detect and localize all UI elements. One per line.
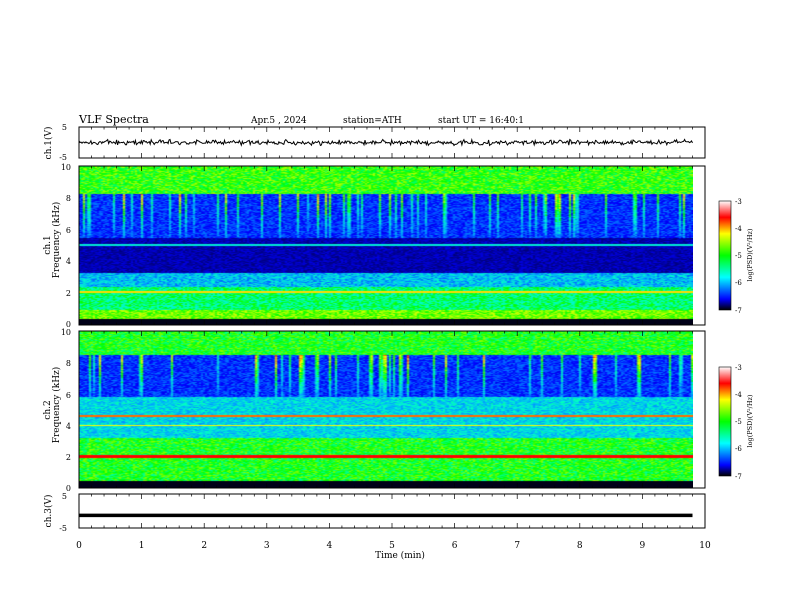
- ch2-spectrogram-panel: 10 8 6 4 2 0 ch.2 Frequency (kHz): [43, 328, 706, 493]
- ch2-spectrogram-heatmap: [79, 331, 693, 488]
- ch2-channel-label: ch.2: [43, 400, 53, 419]
- figure-title: VLF Spectra: [78, 113, 149, 126]
- ch2-colorbar: -3 -4 -5 -6 -7 log(PSD)(V²/Hz): [718, 364, 754, 481]
- time-tick-label: 0: [76, 541, 82, 551]
- ch1-colorbar-scale: [718, 200, 732, 311]
- time-tick-label: 1: [139, 541, 145, 551]
- ch1-ytick-0: 0: [66, 320, 71, 329]
- ch1-ytick-2: 2: [66, 289, 71, 298]
- ch2-ytick-2: 2: [66, 453, 71, 462]
- ch1-spectrogram-heatmap: [79, 166, 693, 325]
- ch1-colorbar: -3 -4 -5 -6 -7 log(PSD)(V²/Hz): [718, 198, 754, 315]
- ch1-ylabel: ch.1(V): [43, 127, 54, 160]
- time-axis-label: Time (min): [375, 550, 425, 561]
- ch1-ytick-10: 10: [61, 163, 71, 172]
- ch1-colorbar-label: log(PSD)(V²/Hz): [746, 228, 754, 281]
- ch2-cb-tick-m5: -5: [735, 418, 742, 426]
- ch1-ytick-4: 4: [66, 257, 71, 266]
- ch2-ytick-10: 10: [61, 328, 71, 337]
- ch1-cb-tick-m5: -5: [735, 252, 742, 260]
- ch2-frequency-label: Frequency (kHz): [51, 367, 62, 444]
- ch2-cb-tick-m7: -7: [735, 473, 742, 481]
- time-tick-label: 9: [640, 541, 646, 551]
- ch3-ylabel: ch.3(V): [43, 495, 54, 528]
- ch3-waveform-ticks: [78, 494, 706, 528]
- start-time-label: start UT = 16:40:1: [438, 116, 524, 126]
- ch2-colorbar-scale: [718, 366, 732, 477]
- date-label: Apr.5 , 2024: [250, 116, 307, 126]
- ch2-spectrogram-ticks: [78, 331, 706, 488]
- ch1-waveform-line: [78, 137, 693, 147]
- ch2-ytick-6: 6: [66, 391, 71, 400]
- ch1-ytick-bottom: -5: [59, 153, 67, 162]
- ch1-channel-label: ch.1: [43, 235, 53, 254]
- ch1-ytick-6: 6: [66, 226, 71, 235]
- time-tick-label: 7: [514, 541, 520, 551]
- station-label: station=ATH: [343, 116, 402, 126]
- ch1-spectrogram-ticks: [78, 166, 706, 325]
- ch1-waveform-panel: 5 -5 ch.1(V): [43, 123, 706, 162]
- ch1-freq-ticks: 10 8 6 4 2 0: [61, 163, 71, 329]
- ch2-cb-tick-m4: -4: [735, 391, 742, 399]
- ch3-ytick-bottom: -5: [59, 524, 67, 533]
- ch2-ytick-0: 0: [66, 484, 71, 493]
- ch1-waveform-ticks: [78, 127, 706, 158]
- time-tick-label: 2: [201, 541, 207, 551]
- time-tick-label: 6: [452, 541, 458, 551]
- time-axis-tick-labels: 0 1 2 3 4 5 6 7 8 9 10: [76, 541, 711, 551]
- ch1-cb-tick-m3: -3: [735, 198, 742, 206]
- ch2-cb-tick-m3: -3: [735, 364, 742, 372]
- time-tick-label: 3: [264, 541, 270, 551]
- ch1-ytick-8: 8: [66, 194, 71, 203]
- time-tick-label: 8: [577, 541, 583, 551]
- ch2-colorbar-label: log(PSD)(V²/Hz): [746, 394, 754, 447]
- ch2-ytick-4: 4: [66, 422, 71, 431]
- ch3-waveform-panel: 5 -5 ch.3(V): [43, 492, 706, 533]
- ch1-cb-tick-m6: -6: [735, 279, 742, 287]
- ch3-ytick-top: 5: [62, 492, 67, 501]
- ch1-cb-tick-m7: -7: [735, 307, 742, 315]
- time-tick-label: 4: [327, 541, 333, 551]
- ch1-ytick-top: 5: [62, 123, 67, 132]
- ch2-cb-tick-m6: -6: [735, 445, 742, 453]
- time-tick-label: 10: [699, 541, 711, 551]
- ch1-spectrogram-panel: 10 8 6 4 2 0 ch.1 Frequency (kHz): [43, 163, 706, 329]
- time-tick-label: 5: [389, 541, 395, 551]
- ch2-ytick-8: 8: [66, 359, 71, 368]
- ch1-cb-tick-m4: -4: [735, 225, 742, 233]
- ch2-freq-ticks: 10 8 6 4 2 0: [61, 328, 71, 493]
- ch3-waveform-frame: [78, 493, 706, 529]
- ch1-frequency-label: Frequency (kHz): [51, 202, 62, 279]
